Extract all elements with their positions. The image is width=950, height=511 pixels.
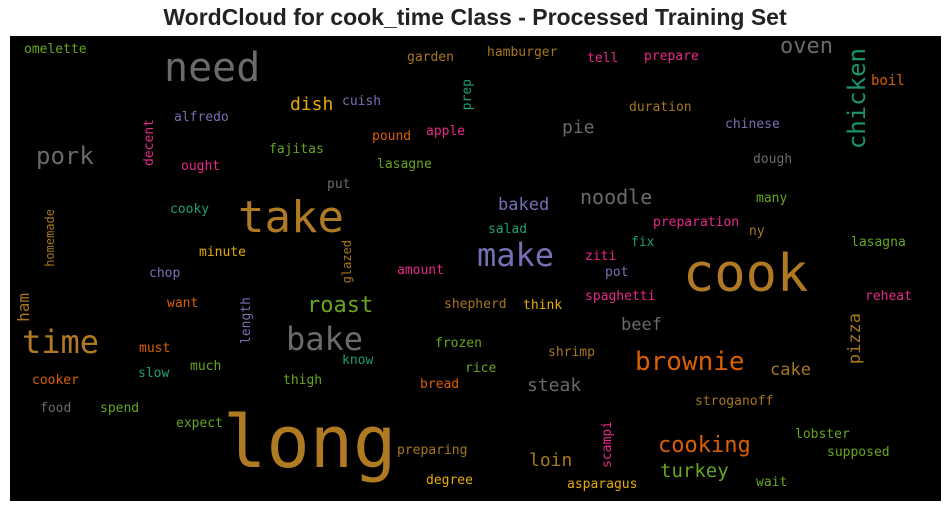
word-length: length xyxy=(239,297,254,344)
word-cake: cake xyxy=(770,360,811,380)
word-beef: beef xyxy=(621,315,662,335)
word-alfredo: alfredo xyxy=(174,110,229,125)
word-garden: garden xyxy=(407,50,454,65)
word-rice: rice xyxy=(465,361,497,376)
word-oven: oven xyxy=(780,36,833,59)
word-spend: spend xyxy=(100,401,140,416)
word-boil: boil xyxy=(871,73,905,89)
word-pound: pound xyxy=(372,129,412,144)
word-spaghetti: spaghetti xyxy=(585,289,656,304)
word-tell: tell xyxy=(587,51,619,66)
word-know: know xyxy=(342,353,374,368)
word-homemade: homemade xyxy=(43,209,57,267)
word-chicken: chicken xyxy=(843,48,871,150)
word-cuish: cuish xyxy=(342,94,382,109)
word-preparing: preparing xyxy=(397,443,468,458)
word-put: put xyxy=(327,177,351,192)
word-supposed: supposed xyxy=(827,445,890,460)
word-pie: pie xyxy=(562,117,595,138)
word-decent: decent xyxy=(142,119,157,166)
word-dish: dish xyxy=(290,94,334,115)
word-shepherd: shepherd xyxy=(444,297,507,312)
word-food: food xyxy=(40,401,72,416)
chart-title: WordCloud for cook_time Class - Processe… xyxy=(163,4,787,30)
word-lasagna: lasagna xyxy=(851,235,906,250)
word-minute: minute xyxy=(199,245,246,260)
word-ought: ought xyxy=(181,159,221,174)
word-omelette: omelette xyxy=(24,42,87,57)
word-preparation: preparation xyxy=(653,215,740,230)
word-ham: ham xyxy=(14,293,33,322)
word-glazed: glazed xyxy=(340,240,354,284)
word-salad: salad xyxy=(488,222,528,237)
word-cooking: cooking xyxy=(658,433,751,458)
word-brownie: brownie xyxy=(635,347,745,377)
word-scampi: scampi xyxy=(600,421,615,468)
word-make: make xyxy=(477,236,555,274)
word-fajitas: fajitas xyxy=(269,142,324,157)
word-long: long xyxy=(223,400,397,484)
word-loin: loin xyxy=(529,450,573,471)
word-expect: expect xyxy=(176,416,223,431)
word-slow: slow xyxy=(138,366,170,381)
word-bake: bake xyxy=(286,320,364,358)
word-chop: chop xyxy=(149,266,181,281)
word-ziti: ziti xyxy=(585,249,617,264)
word-prepare: prepare xyxy=(644,49,699,64)
word-lobster: lobster xyxy=(795,427,850,442)
word-pizza: pizza xyxy=(845,313,865,365)
word-many: many xyxy=(756,191,788,206)
word-cooker: cooker xyxy=(32,373,79,388)
word-wait: wait xyxy=(756,475,788,490)
word-take: take xyxy=(238,192,344,243)
word-must: must xyxy=(139,341,171,356)
word-dough: dough xyxy=(753,152,793,167)
word-turkey: turkey xyxy=(660,460,729,482)
word-pork: pork xyxy=(36,142,94,170)
word-bread: bread xyxy=(420,377,460,392)
word-much: much xyxy=(190,359,222,374)
word-time: time xyxy=(22,323,100,361)
word-amount: amount xyxy=(397,263,444,278)
word-ny: ny xyxy=(749,224,765,239)
word-chinese: chinese xyxy=(725,117,780,132)
word-baked: baked xyxy=(498,195,550,215)
word-roast: roast xyxy=(307,293,374,318)
word-shrimp: shrimp xyxy=(548,345,595,360)
word-frozen: frozen xyxy=(435,336,482,351)
word-asparagus: asparagus xyxy=(567,477,638,492)
word-apple: apple xyxy=(426,124,466,139)
word-steak: steak xyxy=(527,375,582,396)
word-hamburger: hamburger xyxy=(487,45,558,60)
word-lasagne: lasagne xyxy=(377,157,432,172)
word-degree: degree xyxy=(426,473,473,488)
word-cooky: cooky xyxy=(170,202,210,217)
word-duration: duration xyxy=(629,100,692,115)
word-think: think xyxy=(523,298,563,313)
word-want: want xyxy=(167,296,199,311)
word-reheat: reheat xyxy=(865,289,912,304)
word-cloud: long cook take need make time bake chicken brown… xyxy=(10,36,941,501)
word-need: need xyxy=(164,45,261,91)
word-cook: cook xyxy=(683,244,809,304)
word-stroganoff: stroganoff xyxy=(695,394,774,409)
word-prep: prep xyxy=(460,79,475,111)
word-fix: fix xyxy=(631,235,655,250)
word-noodle: noodle xyxy=(580,185,653,209)
word-pot: pot xyxy=(605,265,629,280)
word-thigh: thigh xyxy=(283,373,323,388)
